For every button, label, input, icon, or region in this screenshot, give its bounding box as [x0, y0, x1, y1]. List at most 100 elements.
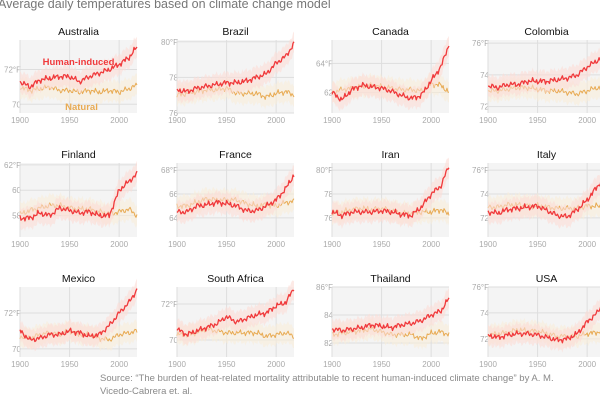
- x-tick-label: 1950: [373, 360, 391, 369]
- panel-france: France 64 66 68°F 1900 1950 2000: [161, 149, 295, 249]
- y-tick-label: 72°F: [4, 66, 21, 75]
- x-tick-label: 1900: [479, 240, 497, 249]
- x-tick-label: 2000: [422, 240, 440, 249]
- panel-title: Canada: [372, 26, 409, 38]
- y-tick-label: 74: [480, 309, 489, 318]
- human-series-line: [19, 170, 138, 222]
- x-tick-label: 2000: [267, 116, 285, 125]
- panel-usa: USA 72 74 76°F 1900 1950 2000: [472, 273, 600, 369]
- human-uncertainty-band: [177, 164, 294, 225]
- y-tick-label: 76°F: [472, 39, 489, 48]
- x-tick-label: 2000: [267, 240, 285, 249]
- x-tick-label: 1950: [218, 240, 236, 249]
- y-tick-label: 72: [480, 335, 489, 344]
- legend-label-natural: Natural: [65, 102, 98, 113]
- panel-title: Brazil: [222, 26, 248, 38]
- legend-label-human: Human-induced: [43, 57, 115, 68]
- x-tick-label: 2000: [110, 240, 128, 249]
- x-tick-label: 1900: [168, 116, 186, 125]
- y-tick-label: 62: [324, 89, 333, 98]
- panel-australia: Australia 70 72°F 1900 1950 2000 Human-induced…: [4, 26, 138, 125]
- y-tick-label: 66: [169, 190, 178, 199]
- source-line-2: Vicedo-Cabrera et. al.: [100, 386, 193, 397]
- panel-colombia: Colombia 72 74 76°F 1900 1950 2000: [472, 26, 600, 125]
- panel-finland: Finland 58 60 62°F 1900 1950 2000: [4, 149, 138, 249]
- source-note: Source: “The burden of heat-related mort…: [100, 372, 600, 398]
- y-tick-label: 72: [480, 103, 489, 112]
- panel-mexico: Mexico 70 72°F 1900 1950 2000: [4, 273, 138, 369]
- x-tick-label: 1900: [11, 360, 29, 369]
- x-tick-label: 1950: [61, 240, 79, 249]
- y-tick-label: 76°F: [472, 283, 489, 292]
- y-tick-label: 70: [169, 336, 178, 345]
- panel-title: South Africa: [207, 273, 264, 285]
- y-tick-label: 76°F: [472, 166, 489, 175]
- human-series-line: [19, 288, 138, 343]
- x-tick-label: 1900: [168, 360, 186, 369]
- y-tick-label: 68°F: [161, 166, 178, 175]
- human-series-line: [331, 167, 450, 220]
- x-tick-label: 1950: [529, 360, 547, 369]
- panel-title: Italy: [537, 149, 557, 161]
- y-tick-label: 72°F: [4, 309, 21, 318]
- x-tick-label: 2000: [110, 116, 128, 125]
- x-tick-label: 2000: [578, 240, 596, 249]
- y-tick-label: 76: [324, 214, 333, 223]
- x-tick-label: 1950: [373, 240, 391, 249]
- x-tick-label: 2000: [578, 360, 596, 369]
- x-tick-label: 1950: [373, 116, 391, 125]
- x-tick-label: 2000: [578, 116, 596, 125]
- human-series-line: [331, 297, 450, 334]
- human-uncertainty-band: [332, 35, 449, 112]
- x-tick-label: 1900: [168, 240, 186, 249]
- panel-thailand: Thailand 82 84 86°F 1900 1950 2000: [316, 273, 450, 369]
- x-tick-label: 1900: [323, 360, 341, 369]
- panel-canada: Canada 62 64°F 1900 1950 2000: [316, 26, 450, 125]
- y-tick-label: 58: [12, 211, 21, 220]
- y-tick-label: 62°F: [4, 161, 21, 170]
- y-tick-label: 76: [169, 109, 178, 118]
- x-tick-label: 1900: [11, 116, 29, 125]
- x-tick-label: 1950: [61, 360, 79, 369]
- y-tick-label: 86°F: [316, 283, 333, 292]
- panel-title: Finland: [61, 149, 96, 161]
- x-tick-label: 1950: [529, 240, 547, 249]
- human-series-line: [487, 57, 600, 91]
- y-tick-label: 82: [324, 339, 333, 348]
- panel-title: Australia: [58, 26, 99, 38]
- human-uncertainty-band: [488, 299, 600, 353]
- panel-title: Thailand: [370, 273, 410, 285]
- x-tick-label: 1900: [323, 116, 341, 125]
- human-series-line: [487, 182, 600, 220]
- y-tick-label: 70: [12, 100, 21, 109]
- x-tick-label: 2000: [422, 360, 440, 369]
- y-tick-label: 78: [324, 190, 333, 199]
- x-tick-label: 1900: [323, 240, 341, 249]
- x-tick-label: 1900: [11, 240, 29, 249]
- y-tick-label: 84: [324, 311, 333, 320]
- x-tick-label: 1950: [61, 116, 79, 125]
- x-tick-label: 1900: [479, 116, 497, 125]
- y-tick-label: 64°F: [316, 59, 333, 68]
- x-tick-label: 2000: [422, 116, 440, 125]
- panel-title: Iran: [381, 149, 399, 161]
- x-tick-label: 1900: [479, 360, 497, 369]
- panel-title: Colombia: [524, 26, 569, 38]
- panel-title: USA: [536, 273, 558, 285]
- y-tick-label: 60: [12, 186, 21, 195]
- human-series-line: [176, 289, 295, 337]
- x-tick-label: 1950: [218, 360, 236, 369]
- y-tick-label: 80°F: [316, 166, 333, 175]
- x-tick-label: 1950: [529, 116, 547, 125]
- y-tick-label: 78: [169, 73, 178, 82]
- panel-south-africa: South Africa 70 72°F 1900 1950 2000: [161, 273, 295, 369]
- panel-brazil: Brazil 76 78 80°F 1900 1950 2000: [161, 26, 295, 125]
- x-tick-label: 1950: [218, 116, 236, 125]
- x-tick-label: 2000: [110, 360, 128, 369]
- human-uncertainty-band: [488, 47, 600, 101]
- human-uncertainty-band: [20, 36, 137, 99]
- human-uncertainty-band: [488, 174, 600, 229]
- human-series-line: [487, 306, 600, 344]
- y-tick-label: 72°F: [161, 300, 178, 309]
